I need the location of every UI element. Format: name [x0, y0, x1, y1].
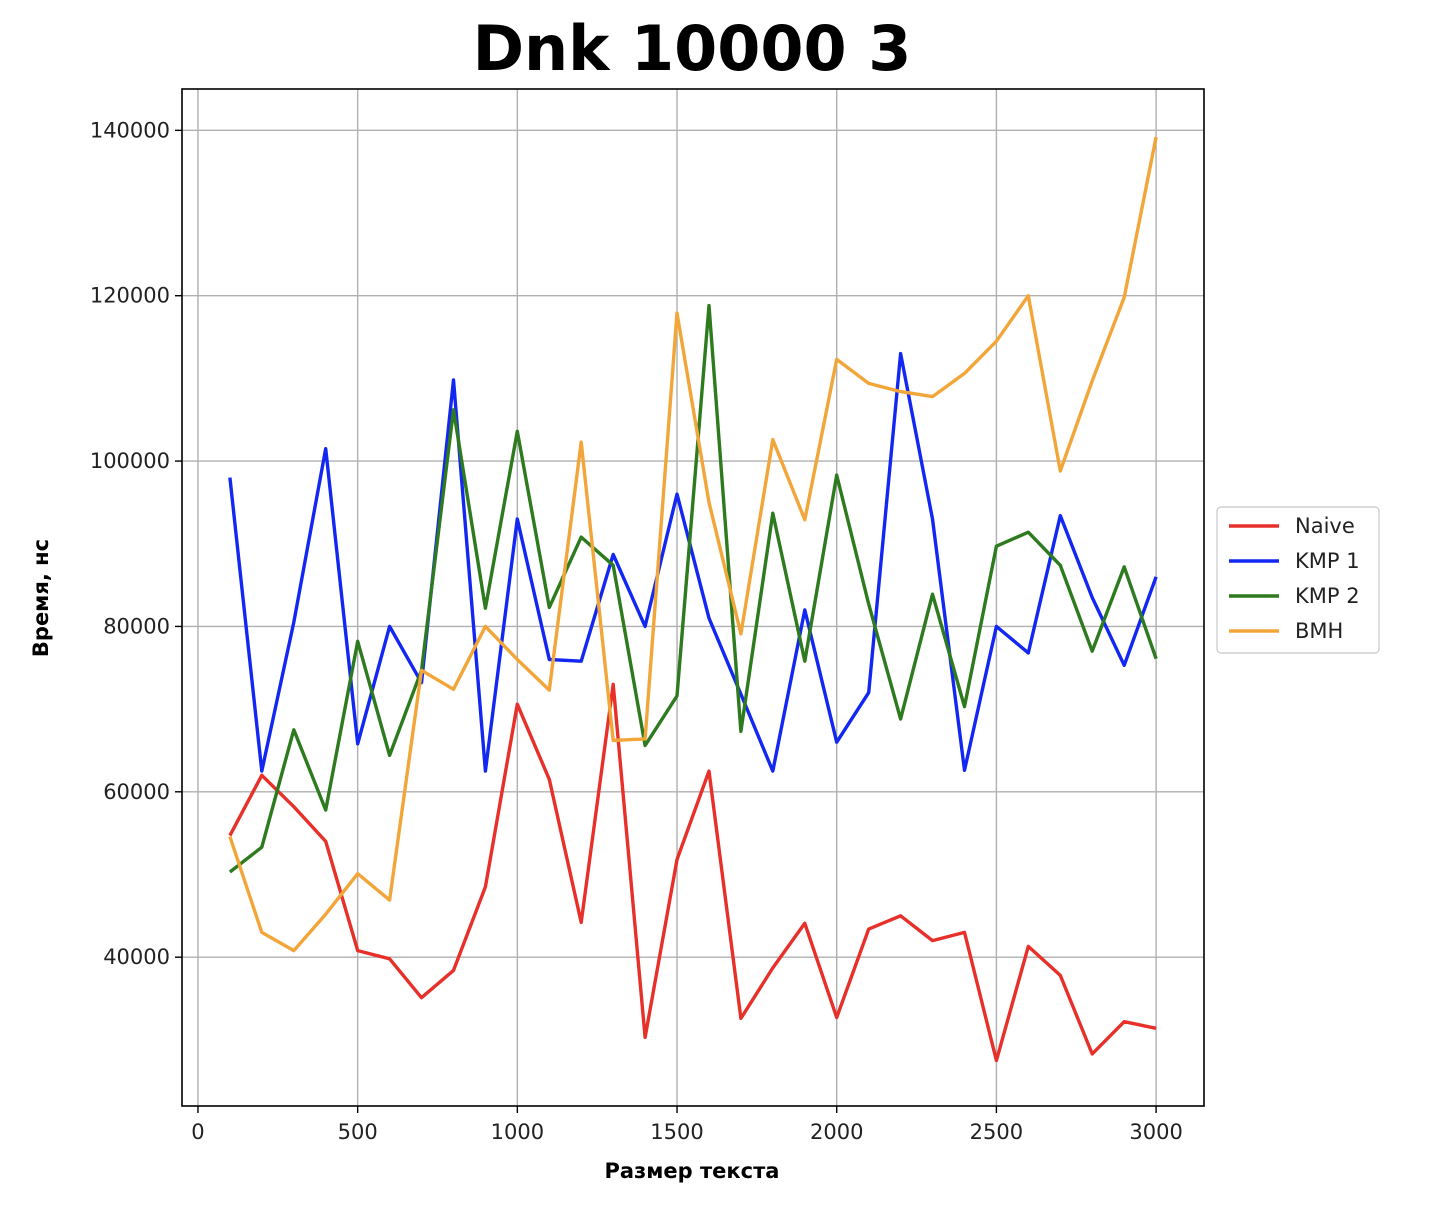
y-tick-label: 60000: [103, 780, 170, 804]
legend-label: BMH: [1295, 619, 1343, 643]
x-tick-label: 2000: [810, 1120, 863, 1144]
y-tick-label: 80000: [103, 614, 170, 638]
legend-label: KMP 2: [1295, 584, 1360, 608]
grid: [182, 89, 1204, 1106]
y-tick-label: 140000: [90, 118, 170, 142]
x-tick-label: 2500: [970, 1120, 1023, 1144]
x-tick-label: 3000: [1129, 1120, 1182, 1144]
series-line-naive: [228, 682, 1157, 1063]
chart-title: Dnk 10000 3: [473, 12, 912, 85]
legend-label: Naive: [1295, 514, 1355, 538]
x-tick-label: 0: [191, 1120, 204, 1144]
y-tick-label: 100000: [90, 449, 170, 473]
series-line-bmh: [228, 136, 1158, 953]
y-tick-label: 40000: [103, 945, 170, 969]
x-tick-label: 500: [338, 1120, 378, 1144]
y-axis-ticks: 40000 60000 80000 100000 120000 140000: [90, 118, 182, 969]
x-tick-label: 1500: [650, 1120, 703, 1144]
legend: Naive KMP 1 KMP 2 BMH: [1216, 506, 1380, 654]
x-axis-ticks: 0 500 1000 1500 2000 2500 3000: [191, 1106, 1183, 1144]
series-line-kmp-1: [228, 351, 1158, 773]
series-line-kmp-2: [228, 303, 1158, 874]
y-tick-label: 120000: [90, 284, 170, 308]
x-axis-label: Размер текста: [605, 1159, 780, 1183]
x-tick-label: 1000: [491, 1120, 544, 1144]
y-axis-label: Время, нс: [29, 539, 53, 657]
series-lines: [228, 136, 1158, 1063]
legend-label: KMP 1: [1295, 549, 1360, 573]
plot-frame: [181, 88, 1205, 1107]
legend-box: [1216, 506, 1380, 654]
